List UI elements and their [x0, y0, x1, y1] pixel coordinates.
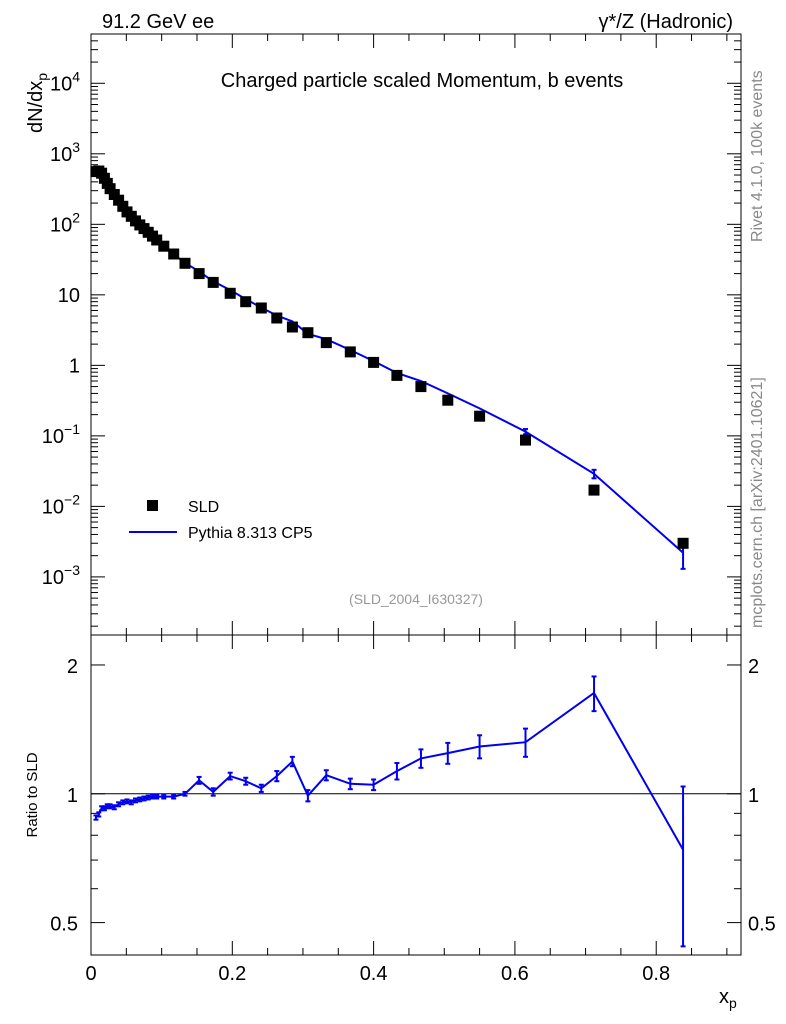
xlabel: x [719, 986, 729, 1008]
data-point [677, 537, 689, 549]
data-point [391, 369, 403, 381]
data-point [224, 287, 236, 299]
main-y-tick-exp: 3 [72, 139, 80, 155]
ratio-y-tick-label-right: 0.5 [748, 914, 776, 936]
main-y-tick-base: 10 [50, 214, 72, 236]
main-ylabel: dN/dx [25, 81, 47, 133]
data-point [255, 302, 267, 314]
main-y-tick-base: 10 [42, 567, 64, 589]
main-y-tick-label: 102 [50, 209, 80, 236]
x-axis-title: xp [719, 986, 737, 1011]
data-point [179, 257, 191, 269]
main-y-tick-label: 10−1 [42, 421, 80, 448]
header-left-label: 91.2 GeV ee [102, 11, 214, 33]
main-y-tick-exp: 4 [72, 68, 80, 84]
main-y-tick-base: 10 [58, 285, 80, 307]
data-point [240, 296, 252, 308]
data-point [271, 312, 283, 324]
data-point [588, 484, 600, 496]
ratio-tick-labels: 0.5 0.5 1 1 2 2 0 0.2 0.4 0.6 0.8 [50, 656, 776, 985]
analysis-label: (SLD_2004_I630327) [349, 591, 483, 607]
main-y-tick-base: 10 [42, 426, 64, 448]
data-point [474, 410, 486, 422]
data-point [302, 327, 314, 339]
rivet-version-label: Rivet 4.1.0, 100k events [749, 70, 766, 242]
x-tick-label: 0.4 [360, 963, 388, 985]
main-y-tick-exp: −2 [64, 491, 80, 507]
xlabel-sub: p [729, 995, 737, 1011]
ratio-y-tick-label-right: 2 [748, 656, 759, 678]
data-point [193, 268, 205, 280]
data-point [113, 194, 125, 206]
data-point [368, 356, 380, 368]
data-point [442, 394, 454, 406]
data-point [286, 321, 298, 333]
data-point [151, 234, 163, 246]
ratio-panel: 0.5 0.5 1 1 2 2 0 0.2 0.4 0.6 0.8 Ratio to SLD xp [24, 634, 776, 1011]
main-title: Charged particle scaled Momentum, b even… [221, 70, 623, 92]
ratio-y-axis-title: Ratio to SLD [24, 752, 41, 837]
main-y-tick-base: 10 [50, 73, 72, 95]
main-y-tick-base: 10 [50, 144, 72, 166]
data-point [104, 183, 116, 195]
ratio-y-tick-label-left: 0.5 [50, 914, 78, 936]
data-point [108, 189, 120, 200]
legend: SLD Pythia 8.313 CP5 [129, 499, 313, 542]
main-y-axis-title: dN/dxp [25, 73, 50, 133]
mc-series-main [95, 173, 686, 570]
main-y-tick-base: 10 [42, 496, 64, 518]
x-tick-label: 0.2 [218, 963, 246, 985]
main-y-tick-exp: −1 [64, 421, 80, 437]
x-tick-label: 0.6 [501, 963, 529, 985]
main-axis-ticks [90, 33, 741, 635]
legend-data-label: SLD [188, 499, 219, 516]
main-y-tick-label: 10−2 [42, 491, 80, 518]
ratio-y-tick-label-right: 1 [748, 785, 759, 807]
mc-series-ratio [93, 675, 686, 948]
main-y-tick-label: 10−3 [42, 562, 80, 589]
data-point [168, 248, 180, 260]
svg-text:dN/dxp: dN/dxp [25, 73, 50, 133]
main-y-tick-label: 103 [50, 139, 80, 166]
data-point [320, 337, 332, 349]
data-point [117, 200, 129, 212]
main-y-tick-label: 1 [69, 355, 80, 377]
header-right-label: γ*/Z (Hadronic) [599, 11, 733, 33]
data-point [520, 434, 531, 446]
ratio-y-tick-label-left: 2 [67, 656, 78, 678]
x-tick-label: 0 [85, 963, 96, 985]
main-y-tick-exp: −3 [64, 562, 80, 578]
mcplots-credit-label: mcplots.cern.ch [arXiv:2401.10621] [749, 377, 766, 628]
data-point [344, 346, 356, 358]
main-y-tick-exp: 2 [72, 209, 80, 225]
main-y-tick-label: 104 [50, 68, 80, 95]
data-point [415, 381, 427, 393]
mc-line-ratio [95, 691, 684, 851]
legend-data-marker [147, 500, 158, 511]
ratio-frame [90, 634, 742, 956]
main-y-tick-base: 1 [69, 355, 80, 377]
legend-mc-label: Pythia 8.313 CP5 [188, 525, 313, 542]
ratio-axis-ticks [90, 635, 741, 955]
main-y-tick-label: 10 [58, 285, 80, 307]
data-point [207, 276, 219, 288]
data-point [158, 240, 170, 252]
x-tick-label: 0.8 [642, 963, 670, 985]
data-series-main [90, 165, 689, 549]
svg-text:xp: xp [719, 986, 737, 1011]
main-frame [90, 33, 742, 636]
ratio-y-tick-label-left: 1 [67, 785, 78, 807]
mc-line-main [95, 173, 684, 554]
main-ylabel-sub: p [34, 73, 50, 81]
